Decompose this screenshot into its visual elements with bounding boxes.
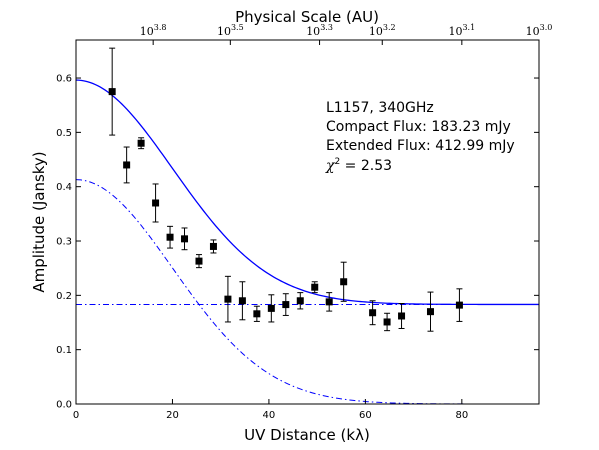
data-point [383,318,391,326]
top-tick-label: 103.2 [369,23,396,38]
data-point [398,312,406,320]
data-point [426,308,434,316]
data-point [195,257,203,265]
annotation-line-3: Extended Flux: 412.99 mJy [326,138,515,154]
x-tick-label: 0 [73,410,79,421]
x-tick-label: 20 [166,410,179,421]
data-point [455,301,463,309]
top-tick-label: 103.8 [140,23,167,38]
x-tick-label: 60 [359,410,372,421]
data-point [238,297,246,305]
x-axis-title: UV Distance (kλ) [244,426,370,444]
data-point [209,242,217,250]
chi-exponent: 2 [334,157,340,167]
data-point [181,235,189,243]
data-point [123,161,131,169]
top-tick-label: 103.1 [448,23,475,38]
model-curve [75,79,539,306]
y-tick-label: 0.0 [56,400,72,411]
data-point [282,301,290,309]
y-tick-label: 0.1 [56,345,72,356]
data-point [108,88,116,96]
top-tick-label: 103.0 [526,23,553,38]
data-point [152,199,160,207]
chi-symbol: χ [325,158,336,174]
data-point [137,139,145,147]
top-tick-label: 103.5 [217,23,244,38]
data-point [340,278,348,286]
x-tick-label: 40 [263,410,276,421]
data-point [325,298,333,306]
y-tick-label: 0.2 [56,291,72,302]
annotation-chi-squared: χ2 = 2.53 [325,157,392,174]
data-point [166,233,174,241]
y-tick-label: 0.6 [56,74,72,85]
top-tick-label: 103.3 [306,23,333,38]
y-tick-label: 0.5 [56,128,72,139]
data-point [253,310,261,318]
y-tick-label: 0.3 [56,237,72,248]
y-axis-title: Amplitude (Jansky) [30,151,48,292]
chi-value: = 2.53 [340,158,392,174]
plot-frame [75,39,540,405]
x-tick-label: 80 [455,410,468,421]
data-point [369,309,377,317]
data-point [267,304,275,312]
top-axis-title: Physical Scale (AU) [235,8,379,26]
data-point [224,295,232,303]
data-point [311,283,319,291]
annotation-line-1: L1157, 340GHz [326,100,434,116]
y-tick-label: 0.4 [56,182,72,193]
data-point [296,297,304,305]
annotation-line-2: Compact Flux: 183.23 mJy [326,119,511,135]
